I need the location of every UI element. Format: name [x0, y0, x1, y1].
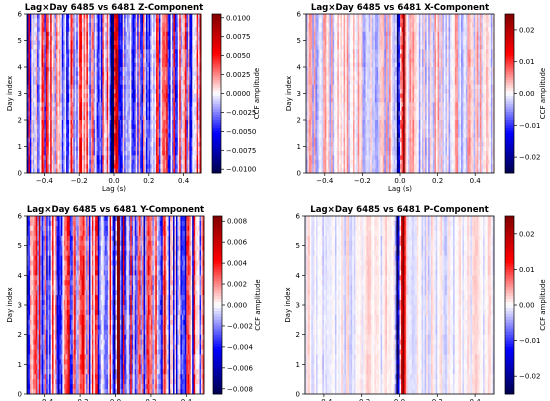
heatmap-cells — [306, 14, 494, 173]
y-tick-label: 0 — [18, 170, 22, 178]
x-tick-label: 0.2 — [143, 177, 154, 185]
colorbar-band — [212, 70, 221, 73]
colorbar-band — [212, 83, 221, 86]
colorbar-band — [212, 162, 221, 165]
x-tick-label: −0.2 — [71, 177, 88, 185]
colorbar-tick-label: 0.0025 — [226, 71, 251, 79]
colorbar-band — [212, 78, 221, 81]
colorbar-band — [212, 149, 221, 152]
colorbar-label: CCF amplitude — [253, 68, 261, 119]
colorbar-tick-label: 0.0100 — [226, 14, 251, 22]
colorbar-band — [212, 131, 221, 134]
colorbar-band — [212, 19, 221, 22]
colorbar-band — [212, 147, 221, 150]
colorbar-band — [212, 25, 221, 28]
colorbar-band — [212, 101, 221, 104]
colorbar-band — [212, 154, 221, 157]
colorbar-band — [212, 133, 221, 136]
colorbar-band — [212, 160, 221, 163]
colorbar-band — [212, 168, 221, 171]
colorbar-band — [212, 27, 221, 30]
colorbar-band — [212, 38, 221, 41]
colorbar-band — [212, 120, 221, 123]
y-tick-label: 4 — [18, 64, 23, 72]
chart-panel-1: Lag×Day 6485 vs 6481 Z-Component −0.4 −0.2… — [6, 3, 261, 193]
colorbar-band — [212, 51, 221, 54]
colorbar-band — [212, 67, 221, 70]
colorbar-band — [212, 72, 221, 75]
colorbar-band — [212, 64, 221, 67]
colorbar-band — [212, 141, 221, 144]
colorbar-band — [212, 86, 221, 89]
x-axis-label: Lag (s) — [102, 185, 126, 193]
colorbar-band — [212, 109, 221, 112]
colorbar-band — [212, 62, 221, 65]
y-tick-label: 1 — [18, 143, 22, 151]
colorbar-band — [212, 94, 221, 97]
chart-title: Lag×Day 6485 vs 6481 Z-Component — [25, 3, 203, 13]
colorbar: −0.0100 −0.0075 −0.0050 −0.0025 0.0000 0.0025… — [212, 14, 261, 174]
colorbar-band — [212, 88, 221, 91]
colorbar-band — [212, 96, 221, 99]
colorbar-tick-label: 0.0000 — [226, 90, 251, 98]
y-tick-label: 5 — [18, 37, 22, 45]
colorbar-band — [212, 99, 221, 102]
y-axis-label: Day index — [6, 76, 14, 111]
colorbar-band — [212, 30, 221, 33]
colorbar-band — [212, 59, 221, 62]
colorbar-band — [212, 35, 221, 38]
colorbar-band — [212, 128, 221, 131]
x-tick-label: 0.4 — [178, 177, 190, 185]
colorbar-band — [212, 54, 221, 57]
colorbar-band — [212, 152, 221, 155]
x-tick-label: −0.4 — [36, 177, 54, 185]
heatmap-cells — [27, 14, 201, 173]
colorbar-band — [212, 33, 221, 36]
colorbar-band — [212, 123, 221, 126]
colorbar-band — [212, 56, 221, 59]
colorbar-band — [212, 41, 221, 44]
colorbar-band — [212, 22, 221, 25]
chart-panel-2: Lag×Day 6485 vs 6481 X-Component−0.4 −0.2… — [285, 3, 547, 193]
colorbar-band — [212, 104, 221, 107]
colorbar-band — [212, 17, 221, 20]
colorbar-band — [212, 115, 221, 118]
y-tick-label: 3 — [18, 90, 22, 98]
colorbar-band — [212, 125, 221, 128]
colorbar-band — [212, 46, 221, 49]
colorbar-tick-label: −0.0025 — [226, 109, 256, 117]
colorbar-band — [212, 165, 221, 168]
colorbar-band — [212, 112, 221, 115]
colorbar-band — [212, 48, 221, 51]
colorbar-band — [212, 91, 221, 94]
colorbar-band — [212, 107, 221, 110]
colorbar-band — [212, 136, 221, 139]
colorbar-band — [212, 117, 221, 120]
colorbar-band — [212, 157, 221, 160]
colorbar-tick-label: −0.0075 — [226, 147, 256, 155]
y-tick-label: 6 — [18, 11, 23, 19]
colorbar-band — [212, 144, 221, 147]
colorbar-tick-label: 0.0075 — [226, 33, 251, 41]
colorbar-band — [212, 14, 221, 17]
colorbar-band — [212, 43, 221, 46]
colorbar-tick-label: −0.0100 — [226, 166, 256, 174]
x-tick-label: 0.0 — [108, 177, 119, 185]
colorbar-band — [212, 75, 221, 78]
colorbar-tick-label: −0.0050 — [226, 128, 256, 136]
colorbar-band — [212, 139, 221, 142]
colorbar-tick-label: 0.0050 — [226, 52, 251, 60]
y-tick-label: 2 — [18, 117, 22, 125]
colorbar-band — [212, 80, 221, 83]
